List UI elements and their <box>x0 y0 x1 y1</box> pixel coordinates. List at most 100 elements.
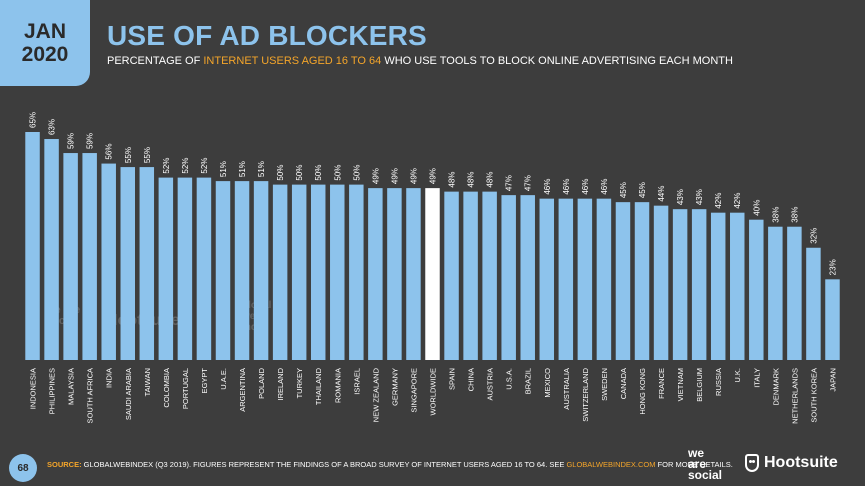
badge-year: 2020 <box>21 43 69 66</box>
bar-israel <box>349 184 364 360</box>
bar-worldwide <box>425 188 440 360</box>
value-label: 50% <box>352 165 361 181</box>
bar-south-korea <box>806 247 821 360</box>
source-note: SOURCE: GLOBALWEBINDEX (Q3 2019). FIGURE… <box>47 460 733 469</box>
bar-china <box>463 191 478 360</box>
value-label: 52% <box>200 158 209 174</box>
source-link[interactable]: GLOBALWEBINDEX.COM <box>566 460 656 469</box>
category-label: ROMANIA <box>333 368 342 403</box>
category-label: SINGAPORE <box>409 368 418 413</box>
bar-thailand <box>310 184 326 360</box>
value-label: 51% <box>238 161 247 177</box>
category-label: INDIA <box>105 368 114 388</box>
category-label: SPAIN <box>448 368 457 390</box>
bar-denmark <box>768 226 783 360</box>
bar-argentina <box>234 181 250 360</box>
category-label: PORTUGAL <box>181 368 190 409</box>
category-label: ARGENTINA <box>238 368 247 412</box>
category-label: POLAND <box>257 367 266 398</box>
hootsuite-wordmark: Hootsuite <box>764 454 838 471</box>
owl-icon <box>745 454 759 472</box>
subtitle-prefix: PERCENTAGE OF <box>107 55 204 67</box>
we-are-social-logo: we are social <box>688 447 723 482</box>
footer: 68 SOURCE: GLOBALWEBINDEX (Q3 2019). FIG… <box>0 446 865 486</box>
bar-chart: 65% INDONESIA 63% PHILIPPINES 59% MALAYSIA 59%… <box>25 112 840 424</box>
category-label: DENMARK <box>771 368 780 406</box>
bar-france <box>653 205 669 360</box>
bar-taiwan <box>139 167 155 360</box>
category-label: SOUTH AFRICA <box>86 368 95 423</box>
value-label: 51% <box>219 161 228 177</box>
value-label: 49% <box>429 168 438 184</box>
value-label: 45% <box>638 182 647 198</box>
value-label: 38% <box>790 207 799 223</box>
value-label: 65% <box>29 112 38 128</box>
value-label: 47% <box>505 175 514 191</box>
bar-malaysia <box>63 153 78 360</box>
value-label: 23% <box>828 259 837 275</box>
category-label: BELGIUM <box>695 368 704 402</box>
page-number: 68 <box>9 454 37 482</box>
category-label: INDONESIA <box>29 368 38 409</box>
bar-belgium <box>691 209 707 360</box>
value-label: 43% <box>676 189 685 205</box>
value-label: 48% <box>486 172 495 188</box>
value-label: 59% <box>86 133 95 149</box>
value-label: 46% <box>562 179 571 195</box>
bar-singapore <box>406 188 421 360</box>
category-label: U.S.A. <box>505 368 514 390</box>
category-label: MEXICO <box>543 368 552 398</box>
bar-indonesia <box>25 132 40 360</box>
bar-australia <box>558 198 574 360</box>
value-label: 44% <box>657 186 666 202</box>
value-label: 50% <box>295 165 304 181</box>
value-label: 50% <box>314 165 323 181</box>
category-label: HONG KONG <box>638 368 647 415</box>
value-label: 55% <box>124 147 133 163</box>
bar-austria <box>482 191 497 360</box>
source-label: SOURCE: <box>47 460 82 469</box>
logo-line-social: social <box>688 468 723 482</box>
bar-saudi-arabia <box>120 167 135 360</box>
category-label: CHINA <box>467 368 476 391</box>
bar-south-africa <box>82 153 97 360</box>
bar-switzerland <box>577 198 593 360</box>
category-label: JAPAN <box>828 368 837 392</box>
category-label: THAILAND <box>314 367 323 405</box>
bar-u-s-a- <box>501 195 516 360</box>
category-label: ITALY <box>752 368 761 388</box>
category-label: COLOMBIA <box>162 368 171 408</box>
bar-italy <box>749 219 764 360</box>
source-tail: FOR MORE DETAILS. <box>655 460 733 469</box>
value-label: 50% <box>276 165 285 181</box>
bar-ireland <box>272 184 288 360</box>
bar-mexico <box>539 198 555 360</box>
value-label: 51% <box>257 161 266 177</box>
bar-turkey <box>291 184 307 360</box>
category-label: CANADA <box>619 368 628 399</box>
bar-u-k- <box>730 212 745 360</box>
bar-philippines <box>44 139 59 360</box>
category-label: AUSTRALIA <box>562 368 571 410</box>
bar-spain <box>444 191 459 360</box>
category-label: TURKEY <box>295 368 304 398</box>
value-label: 46% <box>581 179 590 195</box>
bar-brazil <box>520 195 535 360</box>
bar-vietnam <box>672 209 688 360</box>
value-label: 63% <box>48 119 57 135</box>
value-label: 56% <box>105 144 114 160</box>
value-label: 43% <box>695 189 704 205</box>
bar-russia <box>710 212 726 360</box>
category-label: WORLDWIDE <box>429 368 438 416</box>
value-label: 42% <box>714 193 723 209</box>
value-label: 48% <box>448 172 457 188</box>
category-label: ISRAEL <box>352 368 361 395</box>
bar-netherlands <box>787 226 802 360</box>
bar-india <box>101 163 116 360</box>
category-label: MALAYSIA <box>67 368 76 405</box>
value-label: 52% <box>181 158 190 174</box>
value-label: 49% <box>371 168 380 184</box>
category-label: NETHERLANDS <box>790 368 799 424</box>
value-label: 59% <box>67 133 76 149</box>
source-text: GLOBALWEBINDEX (Q3 2019). FIGURES REPRES… <box>81 460 567 469</box>
